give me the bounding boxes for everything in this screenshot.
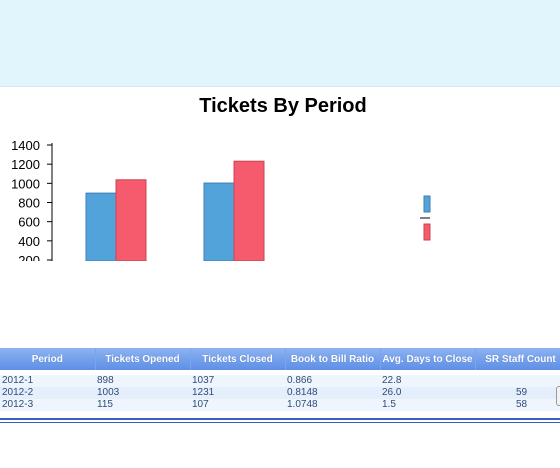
cell-avg-days-to-close: 22.8 <box>380 375 475 387</box>
header-tickets-opened[interactable]: Tickets Opened <box>95 348 191 370</box>
cell-book-to-bill-ratio: 1.0748 <box>285 399 380 411</box>
cell-tickets-opened: 898 <box>95 375 190 387</box>
bar-2012-1-series-2 <box>115 179 147 261</box>
cell-book-to-bill-ratio: 0.8148 <box>285 387 380 399</box>
table-row: 2012-1 898 1037 0.866 22.8 <box>0 375 560 387</box>
table-row: 2012-2 1003 1231 0.8148 26.0 59 <box>0 387 560 399</box>
table-bottom-border <box>0 418 560 420</box>
bar-2012-3-series-2 <box>423 223 431 241</box>
cell-tickets-closed: 1037 <box>190 375 285 387</box>
header-avg-days-to-close[interactable]: Avg. Days to Close <box>380 348 476 370</box>
header-book-to-bill-ratio[interactable]: Book to Bill Ratio <box>285 348 381 370</box>
y-tick-label: 600 <box>18 215 40 230</box>
cell-tickets-closed: 107 <box>190 399 285 411</box>
cell-book-to-bill-ratio: 0.866 <box>285 375 380 387</box>
header-gap <box>0 370 560 375</box>
bar-2012-3-series-1 <box>423 195 431 213</box>
cell-avg-days-to-close: 26.0 <box>380 387 475 399</box>
cell-period: 2012-2 <box>0 387 95 399</box>
y-tick-label: 200 <box>18 253 40 261</box>
cell-period: 2012-1 <box>0 375 95 387</box>
cell-sr-staff-count: 59 <box>475 387 560 399</box>
table-header-row: Period Tickets Opened Tickets Closed Boo… <box>0 348 560 370</box>
y-tick-label: 1400 <box>11 138 40 153</box>
bar-2012-1-series-1 <box>85 192 117 261</box>
y-tick-label: 1000 <box>11 176 40 191</box>
top-banner <box>0 0 560 87</box>
table-row: 2012-3 115 107 1.0748 1.5 58 <box>0 399 560 411</box>
cell-tickets-opened: 115 <box>95 399 190 411</box>
bar-2012-2-series-2 <box>233 160 265 261</box>
chart-title: Tickets By Period <box>199 95 367 117</box>
y-tick-label: 1200 <box>11 157 40 172</box>
tickets-table: Period Tickets Opened Tickets Closed Boo… <box>0 348 560 424</box>
header-period[interactable]: Period <box>0 348 96 370</box>
cell-sr-staff-count <box>475 375 560 387</box>
y-tick-label: 400 <box>18 234 40 249</box>
horizontal-scroll-handle[interactable] <box>556 386 560 406</box>
cell-sr-staff-count: 58 <box>475 399 560 411</box>
bar-chart: 1400 1200 1000 800 600 400 200 <box>11 138 431 261</box>
header-tickets-closed[interactable]: Tickets Closed <box>190 348 286 370</box>
y-tick-label: 800 <box>18 196 40 211</box>
cell-tickets-closed: 1231 <box>190 387 285 399</box>
bar-2012-2-series-1 <box>203 182 235 261</box>
cell-avg-days-to-close: 1.5 <box>380 399 475 411</box>
cell-tickets-opened: 1003 <box>95 387 190 399</box>
header-sr-staff-count[interactable]: SR Staff Count <box>475 348 560 370</box>
cell-period: 2012-3 <box>0 399 95 411</box>
table-bottom-border-inner <box>0 422 560 423</box>
